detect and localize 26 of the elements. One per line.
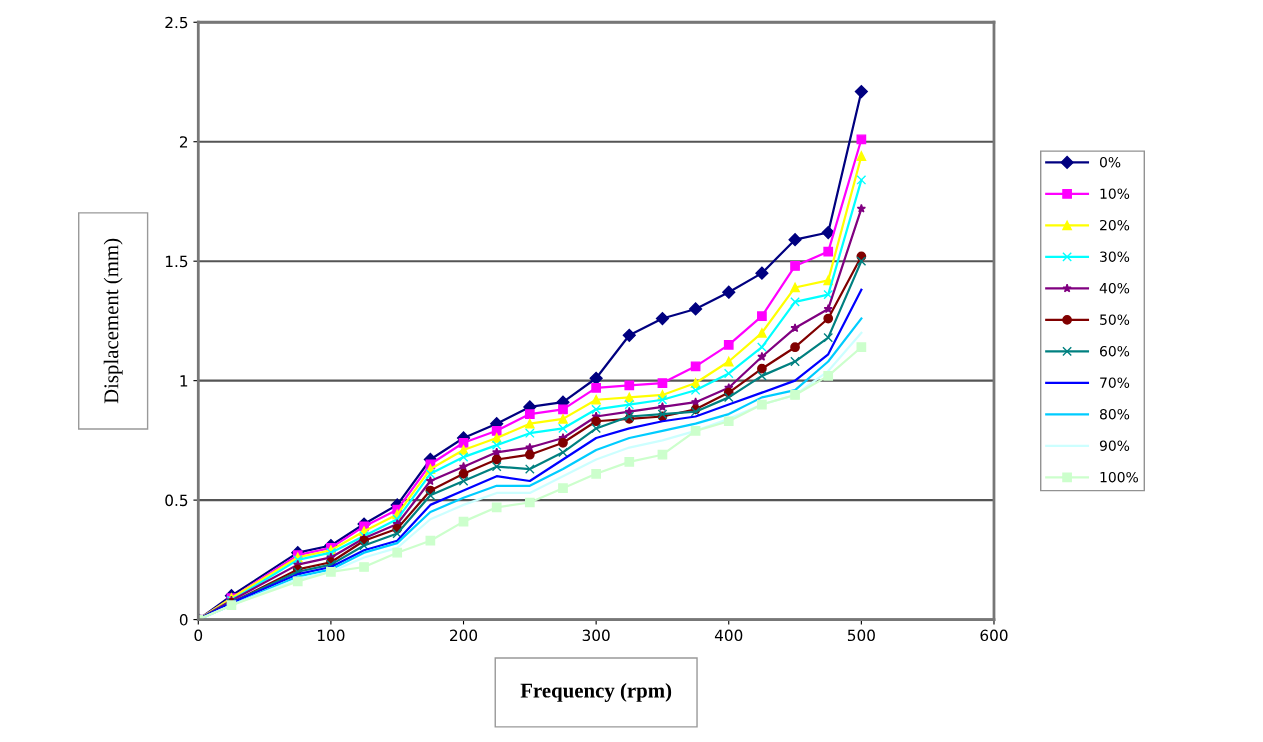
legend-label: 100% — [1100, 471, 1138, 483]
legend-label: 60% — [1100, 345, 1130, 357]
x-tick-label: 500 — [847, 629, 875, 642]
x-tick-label: 600 — [980, 629, 1008, 642]
legend-label: 80% — [1099, 408, 1130, 420]
legend-label: 90% — [1099, 440, 1130, 451]
y-axis-title: Displacement (mm) — [103, 238, 123, 404]
x-tick-label: 200 — [450, 629, 478, 642]
x-tick-label: 400 — [714, 629, 743, 642]
legend-label: 50% — [1100, 314, 1130, 325]
y-tick-label: 2.5 — [165, 16, 188, 29]
legend-label: 20% — [1100, 219, 1130, 231]
x-tick-label: 300 — [582, 629, 610, 642]
x-axis-title: Frequency (rpm) — [520, 682, 672, 702]
legend-label: 70% — [1100, 377, 1130, 388]
legend-label: 40% — [1099, 282, 1130, 294]
y-tick-label: 0.5 — [165, 494, 188, 507]
legend-label: 0% — [1099, 156, 1121, 168]
x-tick-label: 0 — [194, 629, 203, 642]
y-tick-label: 1.5 — [165, 255, 188, 268]
legend-label: 10% — [1100, 188, 1130, 199]
y-tick-label: 0 — [179, 614, 188, 626]
x-tick-label: 100 — [318, 629, 345, 642]
legend-label: 30% — [1100, 251, 1130, 262]
y-tick-label: 1 — [180, 375, 188, 387]
y-tick-label: 2 — [179, 136, 188, 148]
